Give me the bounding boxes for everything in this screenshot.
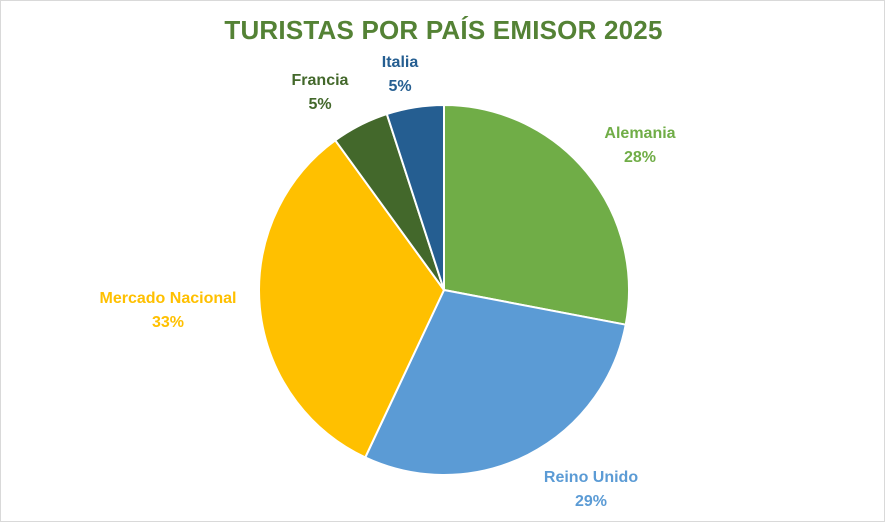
data-label-category: Alemania	[604, 125, 675, 142]
data-label-percent: 28%	[624, 149, 656, 166]
chart-title: TURISTAS POR PAÍS EMISOR 2025	[224, 15, 663, 45]
data-label-reino-unido: Reino Unido 29%	[544, 469, 638, 510]
data-label-percent: 33%	[152, 314, 184, 331]
data-label-italia: Italia 5%	[382, 54, 419, 95]
data-label-category: Reino Unido	[544, 469, 638, 486]
pie-slice-reino-unido	[364, 289, 627, 476]
data-label-category: Italia	[382, 54, 419, 71]
pie-slice-alemania	[443, 104, 630, 326]
data-label-percent: 29%	[575, 493, 607, 510]
data-label-mercado-nacional: Mercado Nacional 33%	[100, 290, 237, 331]
data-label-francia: Francia 5%	[292, 72, 349, 113]
pie-slice-mercado-nacional	[258, 139, 445, 459]
data-label-percent: 5%	[308, 96, 331, 113]
data-label-alemania: Alemania 28%	[604, 125, 675, 166]
data-label-category: Mercado Nacional	[100, 290, 237, 307]
data-label-percent: 5%	[388, 78, 411, 95]
pie-slice-italia	[385, 104, 445, 291]
data-label-category: Francia	[292, 72, 349, 89]
